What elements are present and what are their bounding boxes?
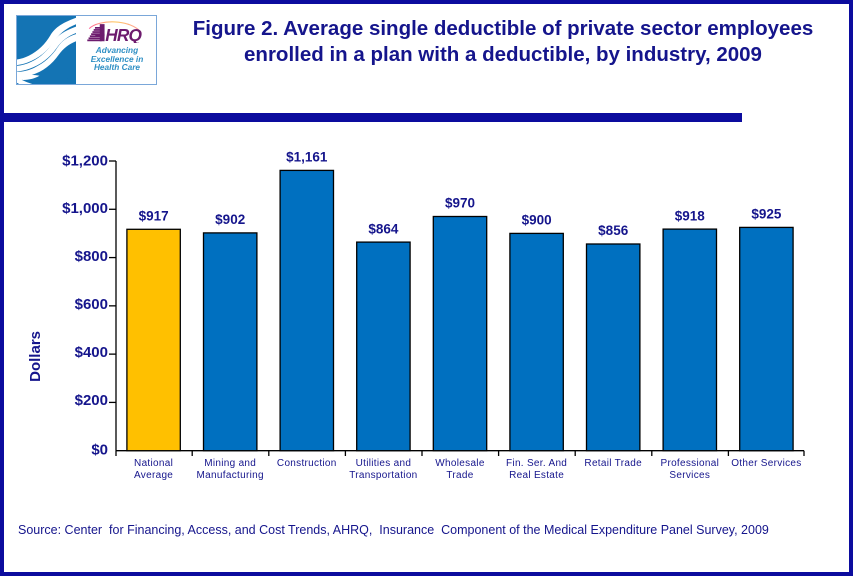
svg-text:Professional: Professional (660, 458, 719, 469)
svg-text:Utilities and: Utilities and (356, 458, 412, 469)
svg-text:Wholesale: Wholesale (435, 458, 485, 469)
svg-text:$1,161: $1,161 (286, 150, 328, 165)
svg-text:Average: Average (134, 470, 173, 481)
svg-text:$1,200: $1,200 (62, 153, 108, 170)
svg-text:$925: $925 (751, 207, 782, 222)
svg-text:$200: $200 (75, 392, 108, 409)
svg-text:$900: $900 (522, 213, 552, 228)
svg-text:$0: $0 (91, 442, 108, 459)
svg-text:$970: $970 (445, 196, 475, 211)
svg-text:$1,000: $1,000 (62, 200, 108, 217)
svg-text:$917: $917 (139, 209, 169, 224)
svg-text:$918: $918 (675, 208, 706, 223)
svg-text:Dollars: Dollars (27, 331, 44, 382)
svg-text:$856: $856 (598, 223, 629, 238)
svg-text:Other Services: Other Services (731, 458, 801, 469)
svg-text:National: National (134, 458, 173, 469)
svg-text:$902: $902 (215, 212, 245, 227)
svg-text:Retail Trade: Retail Trade (584, 458, 642, 469)
svg-text:Construction: Construction (277, 458, 337, 469)
svg-text:Services: Services (669, 470, 710, 481)
svg-text:Manufacturing: Manufacturing (197, 470, 264, 481)
svg-text:Transportation: Transportation (349, 470, 417, 481)
svg-text:$600: $600 (75, 296, 108, 313)
svg-text:Fin. Ser. And: Fin. Ser. And (506, 458, 567, 469)
svg-text:Trade: Trade (446, 470, 473, 481)
svg-text:$400: $400 (75, 344, 108, 361)
svg-text:$864: $864 (368, 221, 399, 236)
svg-text:$800: $800 (75, 248, 108, 265)
svg-text:Real Estate: Real Estate (509, 470, 564, 481)
svg-text:Mining and: Mining and (204, 458, 256, 469)
